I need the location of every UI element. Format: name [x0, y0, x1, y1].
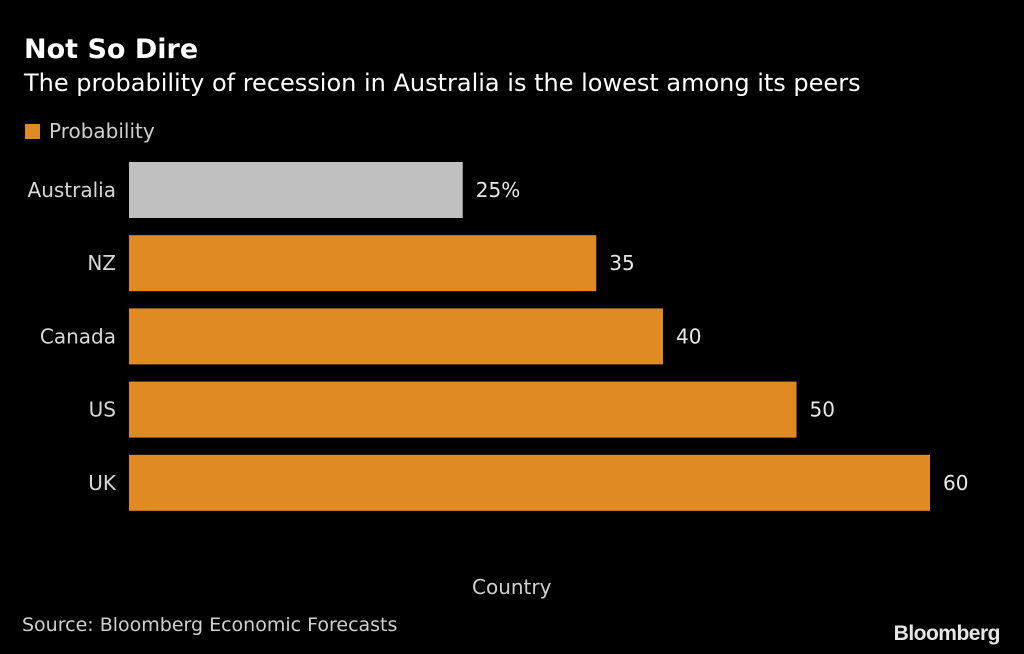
value-label: 60 [943, 471, 968, 495]
value-label: 25% [476, 178, 520, 202]
category-label: Australia [28, 178, 116, 202]
category-label: US [89, 398, 116, 422]
chart-subtitle: The probability of recession in Australi… [24, 69, 861, 97]
bar-uk [129, 454, 930, 511]
category-label: UK [88, 471, 117, 495]
legend: Probability [25, 119, 155, 143]
value-label: 35 [609, 251, 634, 275]
value-label: 50 [810, 398, 835, 422]
bar-australia [129, 162, 463, 218]
x-axis-label: Country [472, 575, 552, 599]
legend-swatch [25, 123, 40, 139]
category-label: Canada [40, 324, 116, 348]
legend-label: Probability [49, 119, 155, 143]
bar-nz [129, 235, 597, 292]
bar-canada [129, 308, 663, 365]
bar-us [129, 381, 797, 438]
category-label: NZ [87, 251, 116, 275]
bloomberg-logo: Bloomberg [893, 622, 1001, 645]
chart-title: Not So Dire [24, 34, 199, 65]
value-label: 40 [676, 324, 701, 348]
source-note: Source: Bloomberg Economic Forecasts [22, 614, 398, 636]
